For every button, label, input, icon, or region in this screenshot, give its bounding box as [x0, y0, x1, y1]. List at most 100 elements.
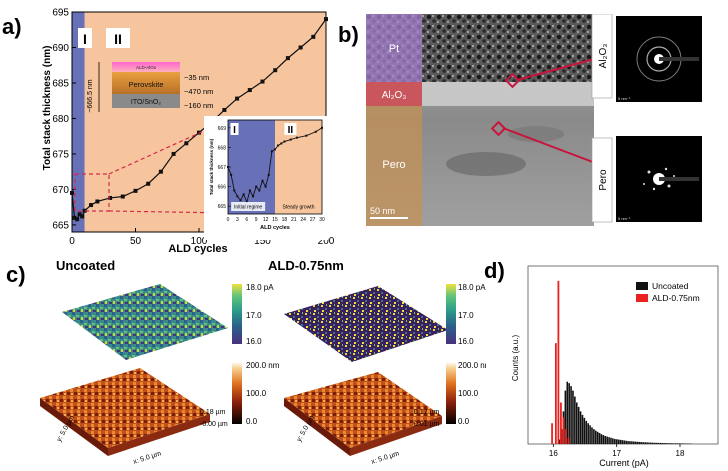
al2o3-label: Al₂O₃ — [382, 90, 407, 101]
al2o3-connector — [516, 57, 599, 81]
ald-height-map — [284, 372, 442, 448]
tem-grain — [446, 152, 526, 176]
uncoated-bar — [670, 443, 673, 444]
uncoated-height-tick-1: 100.0 — [246, 389, 267, 398]
inset-x-tick-label: 9 — [255, 217, 258, 223]
panel-d-chart: 16 17 18 Current (pA) Counts (a.u.) Uncoat… — [511, 265, 719, 468]
ald-bar — [551, 423, 553, 444]
pero-beam-stop — [659, 177, 699, 181]
panel-d-legend: Uncoated ALD-0.75nm — [636, 281, 700, 303]
ald-bar — [565, 429, 567, 444]
uncoated-bar — [631, 441, 633, 444]
uncoated-bar — [674, 443, 677, 444]
stack-ald-text: ALD-AlOx — [136, 65, 157, 70]
inset-x-tick-label: 12 — [263, 217, 269, 223]
uncoated-bar — [596, 431, 599, 444]
inset-region-ii-box — [284, 123, 297, 135]
uncoated-bar — [593, 429, 595, 444]
uncoated-bar — [672, 443, 675, 444]
y-tick-label: 695 — [52, 8, 69, 19]
uncoated-bar — [591, 427, 593, 444]
al2o3-side-box — [591, 14, 613, 99]
thickness-point — [89, 203, 94, 208]
inset-note-i: Initial regime — [234, 205, 263, 211]
uncoated-bar — [570, 386, 572, 444]
pt-label: Pt — [389, 43, 399, 55]
uncoated-bar — [608, 437, 610, 444]
uncoated-height-tick-0: 200.0 nm — [246, 361, 280, 370]
zoom-box — [74, 173, 110, 212]
inset-point — [258, 189, 261, 192]
uncoated-bar — [558, 439, 561, 444]
region-i-box — [78, 28, 92, 48]
inset-point — [261, 179, 264, 182]
inset-x-tick-label: 24 — [300, 217, 306, 223]
uncoated-bar — [579, 411, 582, 444]
uncoated-current-tick-2: 16.0 — [246, 337, 262, 346]
uncoated-x-axis: x: 5.0 µm — [132, 450, 162, 466]
uncoated-bar — [617, 439, 620, 444]
thickness-point — [324, 17, 328, 22]
stack-pero-thickness: ~470 nm — [184, 87, 213, 96]
uncoated-height-front — [108, 414, 210, 456]
pero-side-box — [591, 137, 613, 223]
uncoated-bar — [640, 442, 643, 444]
pero-side-label: Pero — [598, 169, 609, 191]
y-tick-label: 680 — [52, 114, 69, 125]
uncoated-current-map — [62, 284, 228, 360]
panel-d-label: d) — [484, 258, 505, 283]
inset-point — [274, 148, 276, 151]
uncoated-bar — [659, 442, 662, 444]
uncoated-bar — [663, 443, 665, 444]
ald-bar — [567, 438, 570, 444]
thickness-point — [120, 194, 125, 199]
uncoated-bar — [572, 390, 574, 444]
thickness-point — [184, 141, 189, 146]
uncoated-bar — [574, 396, 576, 444]
thickness-point — [311, 34, 316, 39]
inset-region-ii-label: II — [288, 125, 294, 136]
stack-ald-layer — [112, 62, 180, 72]
inset-point — [270, 150, 273, 153]
uncoated-bar — [585, 420, 588, 444]
uncoated-z-bottom: -0.00 µm — [200, 421, 228, 428]
uncoated-bar — [619, 439, 622, 444]
stack-ito-thickness: ~160 nm — [184, 101, 213, 110]
ald-bar — [557, 280, 560, 444]
thickness-point — [260, 79, 265, 84]
uncoated-bar — [629, 441, 631, 444]
d-x-tick-label: 18 — [676, 449, 685, 458]
inset-x-tick-label: 18 — [282, 217, 288, 223]
thickness-point — [70, 190, 74, 195]
inset-point — [255, 185, 258, 188]
ald-height-tick-2: 0.0 — [458, 417, 470, 426]
d-x-tick-label: 16 — [549, 449, 558, 458]
ald-height-front — [350, 416, 442, 456]
thickness-point — [77, 212, 82, 217]
thickness-point — [298, 45, 303, 50]
region-i-label: I — [83, 31, 87, 47]
x-tick-label: 100 — [191, 236, 208, 247]
inset-point — [252, 195, 255, 198]
uncoated-bar — [587, 423, 589, 444]
thickness-point — [273, 68, 278, 73]
panel-a-label: a) — [2, 14, 22, 39]
uncoated-current-tick-0: 18.0 pA — [246, 283, 274, 292]
pero-marker — [490, 120, 507, 137]
panel-d-xlabel: Current (pA) — [599, 458, 649, 468]
uncoated-bar — [684, 443, 686, 444]
thickness-point — [75, 217, 80, 222]
y-tick-label: 665 — [52, 220, 69, 231]
panel-b-tem: Pt Al₂O₃ Pero 50 nm Al₂O₃ Pero 5 nm⁻¹ 5 … — [366, 14, 702, 226]
ald-current-colorbar — [446, 284, 456, 344]
inset-y-tick-label: 667 — [218, 165, 227, 171]
region-ii-label: II — [114, 31, 122, 47]
stack-perovskite-text: Perovskite — [128, 80, 163, 89]
inset-x-tick-label: 0 — [227, 217, 230, 223]
inset-y-tick-label: 665 — [218, 204, 227, 210]
ald-current-map — [284, 286, 448, 362]
tem-grain-2 — [508, 126, 564, 142]
ald-height-tick-0: 200.0 nm — [458, 361, 486, 370]
ald-current-tick-0: 18.0 pA — [458, 283, 486, 292]
panel-a-xlabel: ALD cycles — [168, 243, 227, 255]
